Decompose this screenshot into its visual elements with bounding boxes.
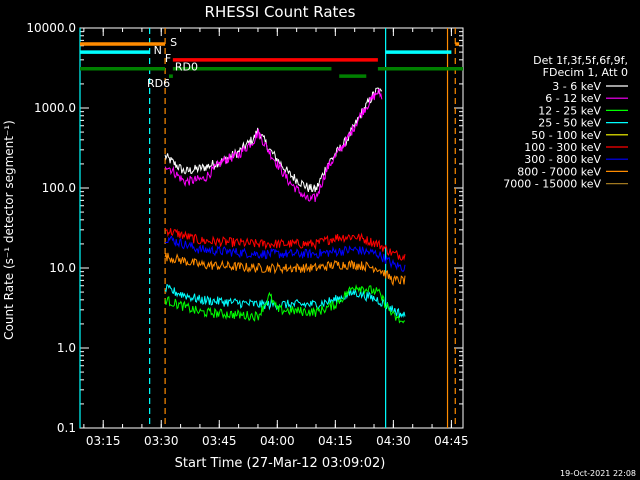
y-tick-label: 100.0 (42, 181, 76, 195)
count-rate-curve (164, 252, 406, 287)
x-tick-label: 03:15 (86, 434, 121, 448)
footer-date: 19-Oct-2021 22:08 (560, 469, 636, 478)
legend-entry-label: 300 - 800 keV (524, 153, 601, 166)
state-bar-label: F (165, 52, 171, 65)
y-tick-label: 10000.0 (26, 21, 76, 35)
count-rate-curve (164, 283, 406, 318)
legend-entry-label: 100 - 300 keV (524, 141, 601, 154)
y-axis-label: Count Rate (s⁻¹ detector segment⁻¹) (2, 120, 16, 340)
x-tick-label: 04:30 (376, 434, 411, 448)
state-bar-label: RD0 (175, 61, 198, 74)
state-bar-label: N (154, 44, 162, 57)
x-tick-label: 03:30 (144, 434, 179, 448)
legend-header-line: Det 1f,3f,5f,6f,9f, (533, 54, 628, 67)
x-tick-label: 04:15 (318, 434, 353, 448)
count-rate-curve (164, 284, 406, 324)
legend-entry-label: 7000 - 15000 keV (503, 178, 601, 191)
legend-entry-label: 6 - 12 keV (545, 92, 601, 105)
legend-entry-label: 50 - 100 keV (531, 129, 601, 142)
y-tick-label: 10.0 (49, 261, 76, 275)
y-tick-label: 0.1 (57, 421, 76, 435)
state-bar-label: S (170, 36, 177, 49)
x-tick-label: 04:45 (434, 434, 469, 448)
state-bar-label: RD6 (147, 77, 170, 90)
chart-title: RHESSI Count Rates (205, 3, 356, 21)
x-tick-label: 03:45 (202, 434, 237, 448)
count-rate-curve (164, 88, 383, 202)
count-rate-curve (164, 228, 406, 261)
plot-area: 03:15 03:30 03:45 04:00 04:15 04:30 04:45 0.1 1.… (26, 21, 468, 448)
count-rate-curve (164, 235, 406, 273)
legend-entry-label: 12 - 25 keV (538, 104, 601, 117)
y-tick-label: 1.0 (57, 341, 76, 355)
legend: Det 1f,3f,5f,6f,9f,FDecim 1, Att 03 - 6 … (503, 54, 628, 191)
x-tick-label: 04:00 (260, 434, 295, 448)
plot-frame (79, 27, 464, 429)
legend-header-line: FDecim 1, Att 0 (543, 66, 628, 79)
x-axis-label: Start Time (27-Mar-12 03:09:02) (175, 456, 386, 471)
y-tick-label: 1000.0 (34, 101, 76, 115)
legend-entry-label: 25 - 50 keV (538, 117, 601, 130)
legend-entry-label: 800 - 7000 keV (517, 165, 601, 178)
legend-entry-label: 3 - 6 keV (552, 80, 601, 93)
